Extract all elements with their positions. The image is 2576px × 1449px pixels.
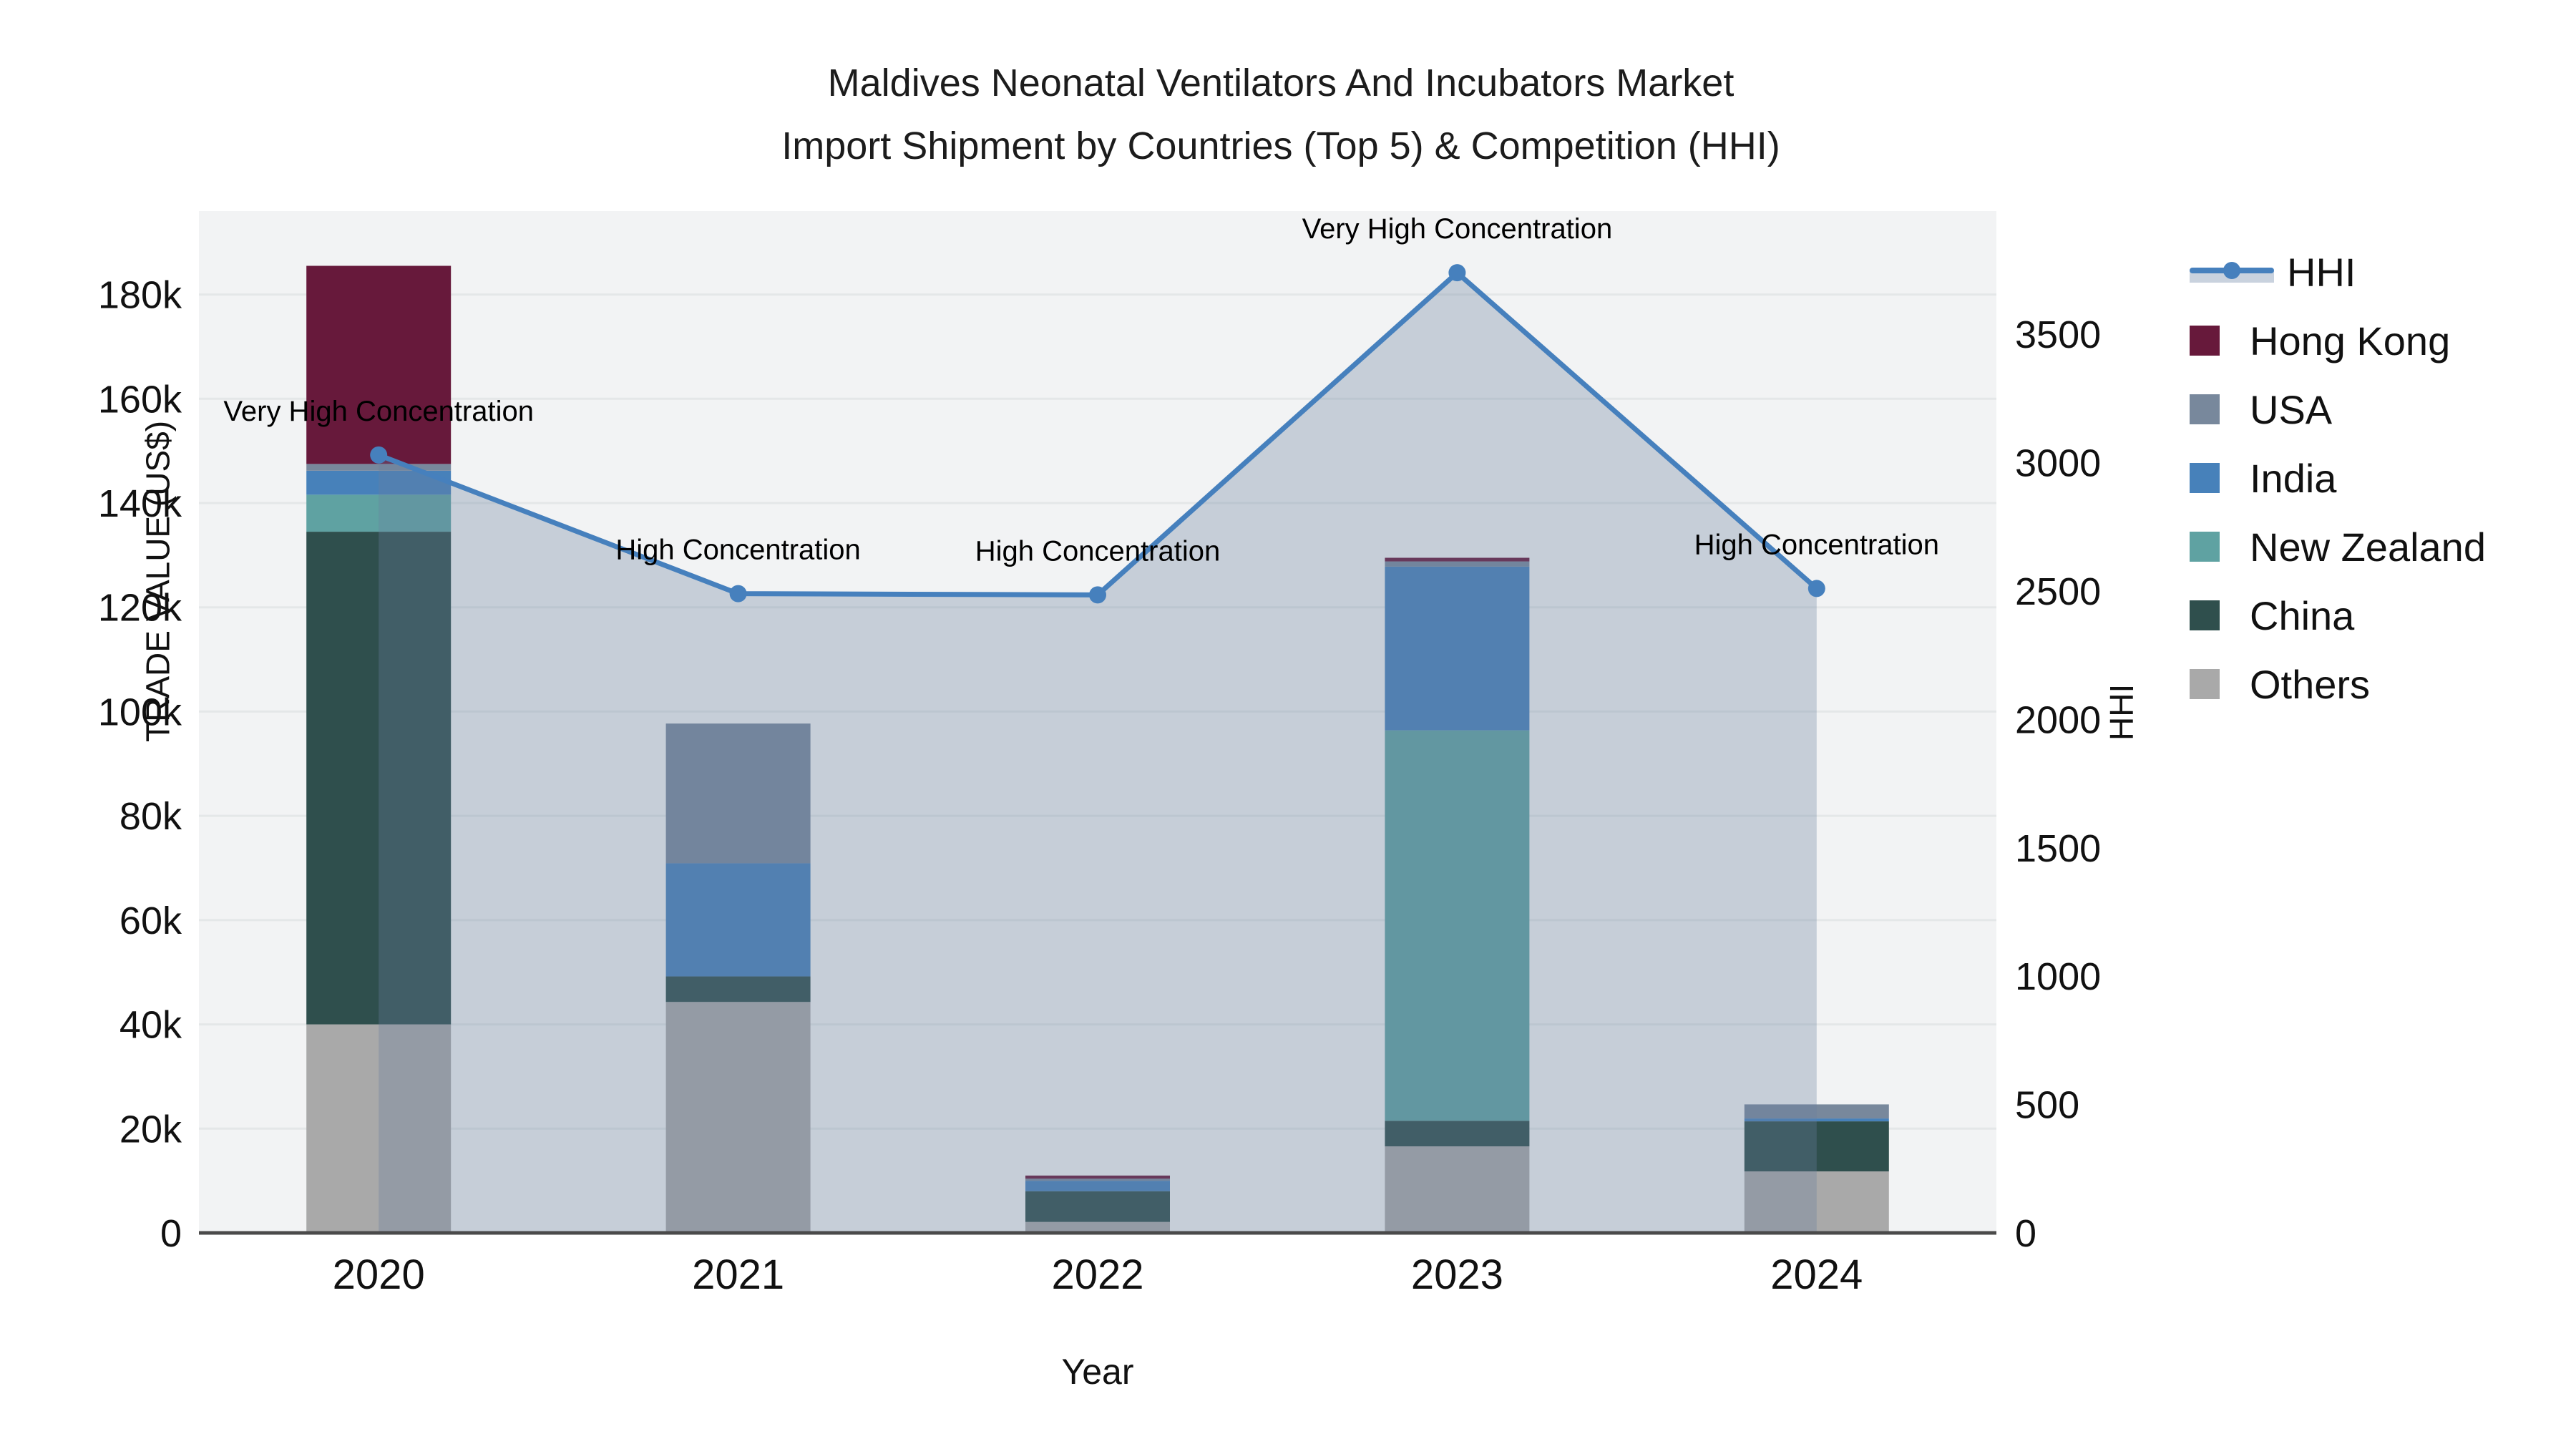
bar-2023-china[interactable] (1385, 1121, 1530, 1147)
y-axis-tick-right: 2000 (2015, 698, 2101, 741)
y-axis-tick-left: 100k (98, 691, 182, 733)
y-axis-tick-left: 40k (119, 1004, 182, 1047)
y-axis-tick-right: 3000 (2015, 442, 2101, 485)
y-axis-title-right: HHI (2103, 683, 2140, 741)
y-axis-tick-left: 180k (98, 274, 182, 317)
hhi-marker-2020[interactable] (370, 446, 388, 464)
legend-label: Hong Kong (2250, 318, 2451, 364)
legend-label: Others (2250, 661, 2371, 707)
x-axis-tick: 2020 (333, 1252, 425, 1298)
y-axis-tick-left: 160k (98, 378, 182, 421)
legend-item-india[interactable]: India (2190, 444, 2486, 512)
y-axis-tick-left: 60k (119, 899, 182, 942)
bar-2024-china[interactable] (1744, 1121, 1889, 1172)
y-axis-title-left: TRADE VALUE (US$) (139, 420, 177, 742)
bar-2021-others[interactable] (665, 1002, 811, 1233)
annotation-2022: High Concentration (975, 535, 1220, 567)
y-axis-tick-right: 500 (2015, 1084, 2079, 1127)
y-axis-tick-right: 1500 (2015, 827, 2101, 870)
x-axis-title: Year (1061, 1352, 1134, 1392)
annotation-2020: Very High Concentration (223, 396, 534, 427)
legend-swatch-icon (2190, 326, 2220, 356)
legend-label: India (2250, 455, 2337, 501)
bar-2023-others[interactable] (1385, 1146, 1530, 1233)
bar-2023-usa[interactable] (1385, 561, 1530, 567)
legend-label: HHI (2287, 249, 2356, 295)
bar-2023-hong-kong[interactable] (1385, 557, 1530, 562)
legend-item-china[interactable]: China (2190, 581, 2486, 650)
legend-label: USA (2250, 386, 2333, 432)
bar-2021-usa[interactable] (665, 723, 811, 864)
legend-label: China (2250, 592, 2355, 638)
x-axis-tick: 2022 (1051, 1252, 1143, 1298)
chart-title-line1: Maldives Neonatal Ventilators And Incuba… (827, 62, 1735, 104)
bar-2022-others[interactable] (1025, 1221, 1170, 1233)
x-axis-tick: 2024 (1770, 1252, 1863, 1298)
bar-2020-usa[interactable] (306, 464, 452, 471)
legend-item-usa[interactable]: USA (2190, 375, 2486, 444)
annotation-2021: High Concentration (615, 535, 860, 566)
chart-title-line2: Import Shipment by Countries (Top 5) & C… (781, 125, 1780, 167)
legend-swatch-icon (2190, 532, 2220, 562)
bar-2022-india[interactable] (1025, 1181, 1170, 1191)
x-axis-tick: 2023 (1411, 1252, 1503, 1298)
y-axis-tick-right: 3500 (2015, 313, 2101, 356)
chart-title: Maldives Neonatal Ventilators And Incuba… (0, 52, 2562, 177)
bar-2024-india[interactable] (1744, 1118, 1889, 1122)
y-axis-tick-left: 0 (160, 1212, 182, 1255)
plot-background (199, 211, 1996, 1233)
hhi-marker-sample (2223, 262, 2240, 279)
hhi-marker-2023[interactable] (1448, 264, 1466, 282)
bar-2020-china[interactable] (306, 532, 452, 1025)
legend-item-new-zealand[interactable]: New Zealand (2190, 512, 2486, 581)
hhi-marker-2021[interactable] (729, 585, 747, 602)
bar-2024-usa[interactable] (1744, 1104, 1889, 1119)
bar-2022-china[interactable] (1025, 1191, 1170, 1222)
bar-2024-others[interactable] (1744, 1171, 1889, 1233)
y-axis-tick-right: 0 (2015, 1212, 2036, 1255)
legend-item-hhi[interactable]: HHI (2190, 238, 2486, 306)
y-axis-tick-right: 2500 (2015, 570, 2101, 613)
bar-2020-hong-kong[interactable] (306, 265, 452, 464)
annotation-2023: Very High Concentration (1302, 213, 1613, 245)
legend-item-others[interactable]: Others (2190, 650, 2486, 718)
hhi-line-swatch-icon (2190, 257, 2274, 287)
x-axis-tick: 2021 (692, 1252, 784, 1298)
y-axis-tick-left: 80k (119, 795, 182, 838)
y-axis-tick-right: 1000 (2015, 955, 2101, 998)
y-axis-tick-left: 20k (119, 1108, 182, 1151)
legend-label: New Zealand (2250, 524, 2486, 570)
hhi-marker-2022[interactable] (1089, 586, 1106, 604)
hhi-area-fill (379, 273, 1817, 1233)
legend-swatch-icon (2190, 394, 2220, 424)
bar-2022-usa[interactable] (1025, 1179, 1170, 1181)
legend-swatch-icon (2190, 463, 2220, 493)
bar-2023-new-zealand[interactable] (1385, 730, 1530, 1121)
bar-2022-hong-kong[interactable] (1025, 1175, 1170, 1179)
legend: HHI Hong Kong USA India New Zealand China Othe… (2190, 238, 2486, 718)
bar-2020-others[interactable] (306, 1024, 452, 1233)
annotation-2024: High Concentration (1694, 529, 1939, 560)
hhi-marker-2024[interactable] (1807, 580, 1825, 597)
bar-2023-india[interactable] (1385, 566, 1530, 731)
bar-2021-china[interactable] (665, 976, 811, 1002)
legend-item-hong-kong[interactable]: Hong Kong (2190, 306, 2486, 375)
bar-2020-new-zealand[interactable] (306, 494, 452, 532)
legend-swatch-icon (2190, 600, 2220, 630)
y-axis-tick-left: 140k (98, 482, 182, 525)
bar-2021-india[interactable] (665, 863, 811, 977)
y-axis-tick-left: 120k (98, 587, 182, 630)
legend-swatch-icon (2190, 669, 2220, 699)
